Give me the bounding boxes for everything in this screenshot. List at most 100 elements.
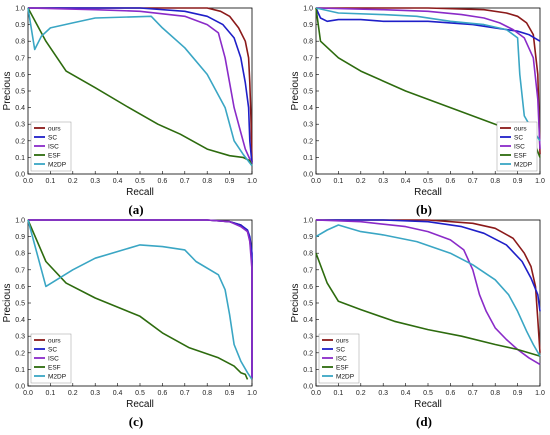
x-tick-label: 0.1 (334, 178, 344, 185)
x-tick-label: 0.4 (401, 390, 411, 397)
chart-panel-1: 0.0 0.1 0.2 0.3 0.4 0.5 0.6 0.7 0.8 0.9 1.0 0.0 0.1 0… (2, 6, 257, 218)
series-line-sc (316, 219, 541, 312)
x-tick-label: 0.8 (490, 390, 500, 397)
series-line-ours (28, 7, 253, 163)
panel-label: (c) (129, 414, 143, 429)
x-tick-label: 0.6 (446, 390, 456, 397)
y-tick-label: 0.0 (15, 384, 25, 391)
x-tick-label: 0.7 (468, 178, 478, 185)
x-tick-label: 0.9 (513, 178, 523, 185)
y-tick-label: 0.1 (15, 155, 25, 162)
y-tick-label: 1.0 (303, 6, 313, 13)
y-tick-label: 0.4 (303, 317, 313, 324)
panel-label: (a) (128, 202, 143, 217)
y-tick-label: 0.3 (15, 334, 25, 341)
legend-label-isc: ISC (48, 143, 59, 150)
x-tick-label: 0.2 (356, 178, 366, 185)
x-tick-label: 0.1 (46, 390, 56, 397)
y-tick-label: 0.7 (303, 55, 313, 62)
x-tick-label: 0.1 (46, 178, 56, 185)
y-tick-label: 0.0 (15, 172, 25, 179)
legend-label-m2dp: M2DP (336, 373, 354, 380)
y-tick-label: 0.4 (15, 317, 25, 324)
y-tick-label: 0.2 (15, 350, 25, 357)
y-tick-label: 0.3 (303, 334, 313, 341)
x-tick-label: 0.6 (158, 390, 168, 397)
x-tick-label: 0.9 (225, 390, 235, 397)
legend-label-sc: SC (48, 346, 57, 353)
y-tick-label: 0.4 (303, 105, 313, 112)
x-tick-label: 0.3 (378, 178, 388, 185)
legend-label-m2dp: M2DP (48, 373, 66, 380)
series-line-m2dp (315, 7, 541, 142)
x-tick-label: 0.9 (225, 178, 235, 185)
legend-label-isc: ISC (48, 355, 59, 362)
x-tick-label: 0.8 (202, 390, 212, 397)
y-axis-label: Precious (290, 284, 301, 323)
x-axis-label: Recall (414, 399, 442, 410)
y-tick-label: 0.1 (15, 367, 25, 374)
x-tick-label: 0.8 (490, 178, 500, 185)
x-axis-label: Recall (126, 399, 154, 410)
series-line-esf (27, 7, 253, 167)
series-line-isc (28, 219, 253, 378)
y-tick-label: 0.5 (303, 301, 313, 308)
legend-label-esf: ESF (336, 364, 349, 371)
legend-label-sc: SC (48, 134, 57, 141)
y-axis-label: Precious (2, 284, 13, 323)
y-tick-label: 0.3 (303, 122, 313, 129)
y-tick-label: 0.0 (303, 172, 313, 179)
y-tick-label: 0.6 (303, 284, 313, 291)
legend-label-m2dp: M2DP (514, 161, 532, 168)
series-line-ours (316, 7, 541, 155)
x-tick-label: 0.4 (401, 178, 411, 185)
legend-label-sc: SC (336, 346, 345, 353)
legend-label-sc: SC (514, 134, 523, 141)
y-tick-label: 0.8 (303, 251, 313, 258)
x-tick-label: 0.1 (334, 390, 344, 397)
series-line-ours (316, 219, 541, 353)
x-tick-label: 0.4 (113, 390, 123, 397)
panel-label: (d) (416, 414, 432, 429)
x-tick-label: 0.8 (202, 178, 212, 185)
x-tick-label: 0.7 (180, 178, 190, 185)
y-tick-label: 0.6 (15, 72, 25, 79)
x-tick-label: 0.7 (180, 390, 190, 397)
x-tick-label: 0.0 (23, 178, 33, 185)
y-tick-label: 0.3 (15, 122, 25, 129)
x-tick-label: 0.4 (113, 178, 123, 185)
y-tick-label: 0.8 (303, 39, 313, 46)
y-tick-label: 1.0 (15, 218, 25, 225)
y-tick-label: 0.9 (15, 234, 25, 241)
y-tick-label: 0.2 (303, 138, 313, 145)
x-tick-label: 0.5 (423, 390, 433, 397)
legend-label-isc: ISC (336, 355, 347, 362)
y-tick-label: 0.8 (15, 39, 25, 46)
x-tick-label: 0.9 (513, 390, 523, 397)
series-line-sc (28, 7, 253, 165)
x-tick-label: 1.0 (535, 178, 545, 185)
y-tick-label: 0.2 (303, 350, 313, 357)
legend-label-esf: ESF (48, 364, 61, 371)
legend-label-m2dp: M2DP (48, 161, 66, 168)
x-tick-label: 0.2 (356, 390, 366, 397)
y-tick-label: 0.9 (303, 22, 313, 29)
legend-label-ours: ours (514, 125, 527, 132)
legend-label-ours: ours (336, 337, 349, 344)
chart-panel-4: 0.0 0.1 0.2 0.3 0.4 0.5 0.6 0.7 0.8 0.9 1.0 0.0 0.1 0… (290, 218, 545, 430)
series-line-esf (315, 252, 541, 357)
y-tick-label: 0.0 (303, 384, 313, 391)
legend: ours SC ISC ESF M2DP (30, 121, 72, 172)
x-tick-label: 1.0 (247, 178, 257, 185)
y-tick-label: 0.5 (15, 301, 25, 308)
x-tick-label: 0.6 (446, 178, 456, 185)
y-tick-label: 0.7 (15, 55, 25, 62)
x-tick-label: 0.3 (90, 390, 100, 397)
series-line-m2dp (315, 224, 541, 357)
legend-label-isc: ISC (514, 143, 525, 150)
legend-label-esf: ESF (514, 152, 527, 159)
x-tick-label: 0.7 (468, 390, 478, 397)
y-tick-label: 0.5 (303, 89, 313, 96)
x-tick-label: 0.0 (311, 390, 321, 397)
